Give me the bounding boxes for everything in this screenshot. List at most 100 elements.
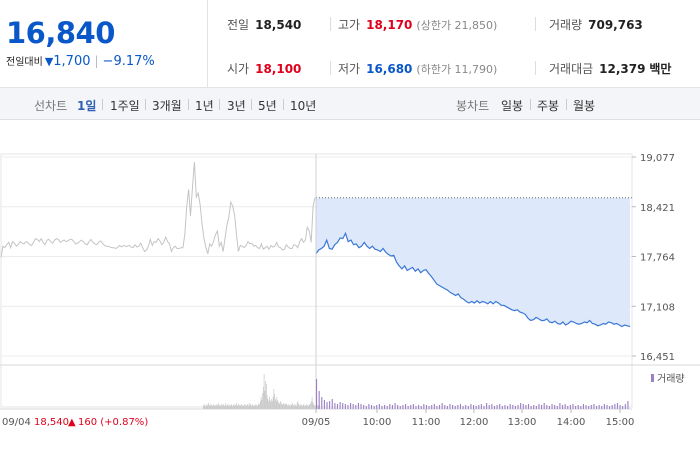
- previous-volume-bar: [311, 401, 312, 409]
- turnover-label: 거래대금: [549, 62, 594, 76]
- today-volume-bar: [397, 405, 399, 409]
- today-volume-bar: [486, 403, 488, 409]
- today-volume-bar: [499, 404, 501, 409]
- today-volume-bar: [350, 403, 352, 409]
- previous-volume-bar: [302, 406, 303, 409]
- previous-volume-bar: [291, 405, 293, 409]
- previous-volume-bar: [269, 397, 270, 409]
- down-triangle-icon: ▼: [44, 55, 54, 68]
- today-volume-bar: [465, 405, 467, 409]
- today-volume-bar: [493, 406, 496, 409]
- time-axis: 09/05 10:00 11:00 12:00 13:00 14:00 15:00: [302, 409, 634, 428]
- previous-volume-bar: [204, 404, 206, 409]
- previous-volume-bar: [242, 406, 243, 409]
- previous-volume-bar: [224, 406, 225, 409]
- previous-volume-bar: [246, 405, 248, 409]
- previous-volume-bar: [278, 402, 279, 409]
- tab-daily-candle[interactable]: 일봉: [501, 99, 524, 113]
- today-volume-bar: [449, 404, 451, 409]
- today-volume-bar: [507, 406, 509, 409]
- previous-volume-bar: [225, 403, 227, 409]
- tab-3-years[interactable]: 3년: [227, 99, 246, 113]
- previous-volume-bar: [308, 405, 310, 409]
- today-volume-bar: [347, 405, 349, 409]
- tab-divider: [145, 99, 146, 110]
- previous-volume-bar: [309, 404, 311, 409]
- today-volume-bar: [564, 404, 566, 409]
- today-volume-bar: [527, 404, 530, 409]
- today-volume-bar: [407, 406, 409, 409]
- tab-1-year[interactable]: 1년: [195, 99, 214, 113]
- previous-volume-bar: [236, 405, 238, 409]
- previous-volume-bar: [317, 406, 319, 409]
- today-volume-bar: [622, 406, 624, 409]
- today-volume-bar: [483, 406, 485, 409]
- previous-volume-bar: [275, 401, 277, 409]
- today-volume-bar: [501, 406, 503, 409]
- today-volume-bar: [582, 404, 584, 409]
- previous-volume-bar: [257, 406, 258, 409]
- previous-volume-bar: [312, 402, 314, 409]
- tab-divider: [188, 99, 189, 110]
- previous-volume-bar: [218, 403, 219, 409]
- today-volume-bar: [575, 406, 577, 409]
- current-price: 16,840: [6, 16, 115, 50]
- tab-monthly-candle[interactable]: 월봉: [573, 99, 596, 113]
- tab-3-months[interactable]: 3개월: [152, 99, 182, 113]
- time-tick-label: 09/05: [302, 417, 331, 428]
- upper-limit: (상한가 21,850): [416, 19, 498, 32]
- day-low: 저가 16,680 (하한가 11,790): [338, 60, 497, 77]
- volume-legend-swatch: [651, 374, 654, 382]
- previous-volume-bar: [281, 404, 283, 409]
- previous-volume-bar: [300, 404, 302, 409]
- tab-divider: [251, 99, 252, 110]
- today-volume-bar: [530, 406, 532, 409]
- previous-volume-bar: [269, 400, 271, 409]
- previous-volume-bar: [257, 405, 259, 409]
- today-volume-bar: [389, 404, 391, 409]
- previous-volume-bar: [233, 405, 234, 409]
- today-area-fill: [316, 197, 630, 327]
- today-volume-bar: [478, 405, 480, 409]
- tab-5-years[interactable]: 5년: [258, 99, 277, 113]
- tab-10-years[interactable]: 10년: [290, 99, 317, 113]
- today-volume-bar: [491, 404, 493, 409]
- today-volume-bar: [441, 403, 443, 409]
- previous-volume-bar: [214, 406, 215, 409]
- today-volume-bar: [572, 404, 574, 409]
- today-volume-bar: [321, 397, 323, 409]
- tab-1-week[interactable]: 1주일: [110, 99, 140, 113]
- previous-volume-bar: [230, 404, 232, 409]
- previous-volume-bar: [254, 405, 255, 409]
- today-volume-bar: [452, 405, 454, 409]
- previous-volume-bar: [253, 406, 254, 409]
- today-volume-bar: [334, 403, 336, 409]
- previous-volume-bar: [274, 394, 275, 409]
- previous-volume-bar: [222, 405, 224, 409]
- price-axis: 19,077 18,421 17,764 17,108 16,451: [632, 153, 675, 363]
- today-volume-bar: [329, 401, 331, 409]
- previous-volume-bar: [297, 401, 299, 409]
- previous-volume-bar: [215, 405, 216, 409]
- today-volume-bar: [318, 391, 320, 409]
- today-volume-bar: [323, 400, 325, 409]
- previous-volume-bar: [236, 403, 237, 409]
- previous-volume-bar: [245, 406, 247, 409]
- tab-weekly-candle[interactable]: 주봉: [537, 99, 560, 113]
- chart-range-tabs: 선차트 1일 1주일 3개월 1년 3년 5년 10년 봉차트 일봉 주봉 월봉: [0, 88, 700, 120]
- previous-volume-bar: [239, 405, 240, 409]
- previous-volume-bar: [290, 404, 292, 409]
- today-volume-bar: [590, 405, 592, 409]
- previous-volume-bar: [245, 405, 246, 409]
- previous-volume-bar: [227, 404, 229, 409]
- today-volume-bar: [423, 404, 425, 409]
- previous-volume-bar: [215, 406, 217, 409]
- tab-1-day[interactable]: 1일: [77, 99, 97, 113]
- today-volume-bar: [554, 405, 556, 409]
- previous-volume-bar: [209, 405, 210, 409]
- today-volume-bar: [412, 404, 414, 409]
- today-volume-bar: [473, 405, 475, 409]
- today-volume-bar: [336, 404, 339, 409]
- today-volume-bar: [425, 405, 427, 409]
- candle-chart-label: 봉차트: [456, 99, 490, 113]
